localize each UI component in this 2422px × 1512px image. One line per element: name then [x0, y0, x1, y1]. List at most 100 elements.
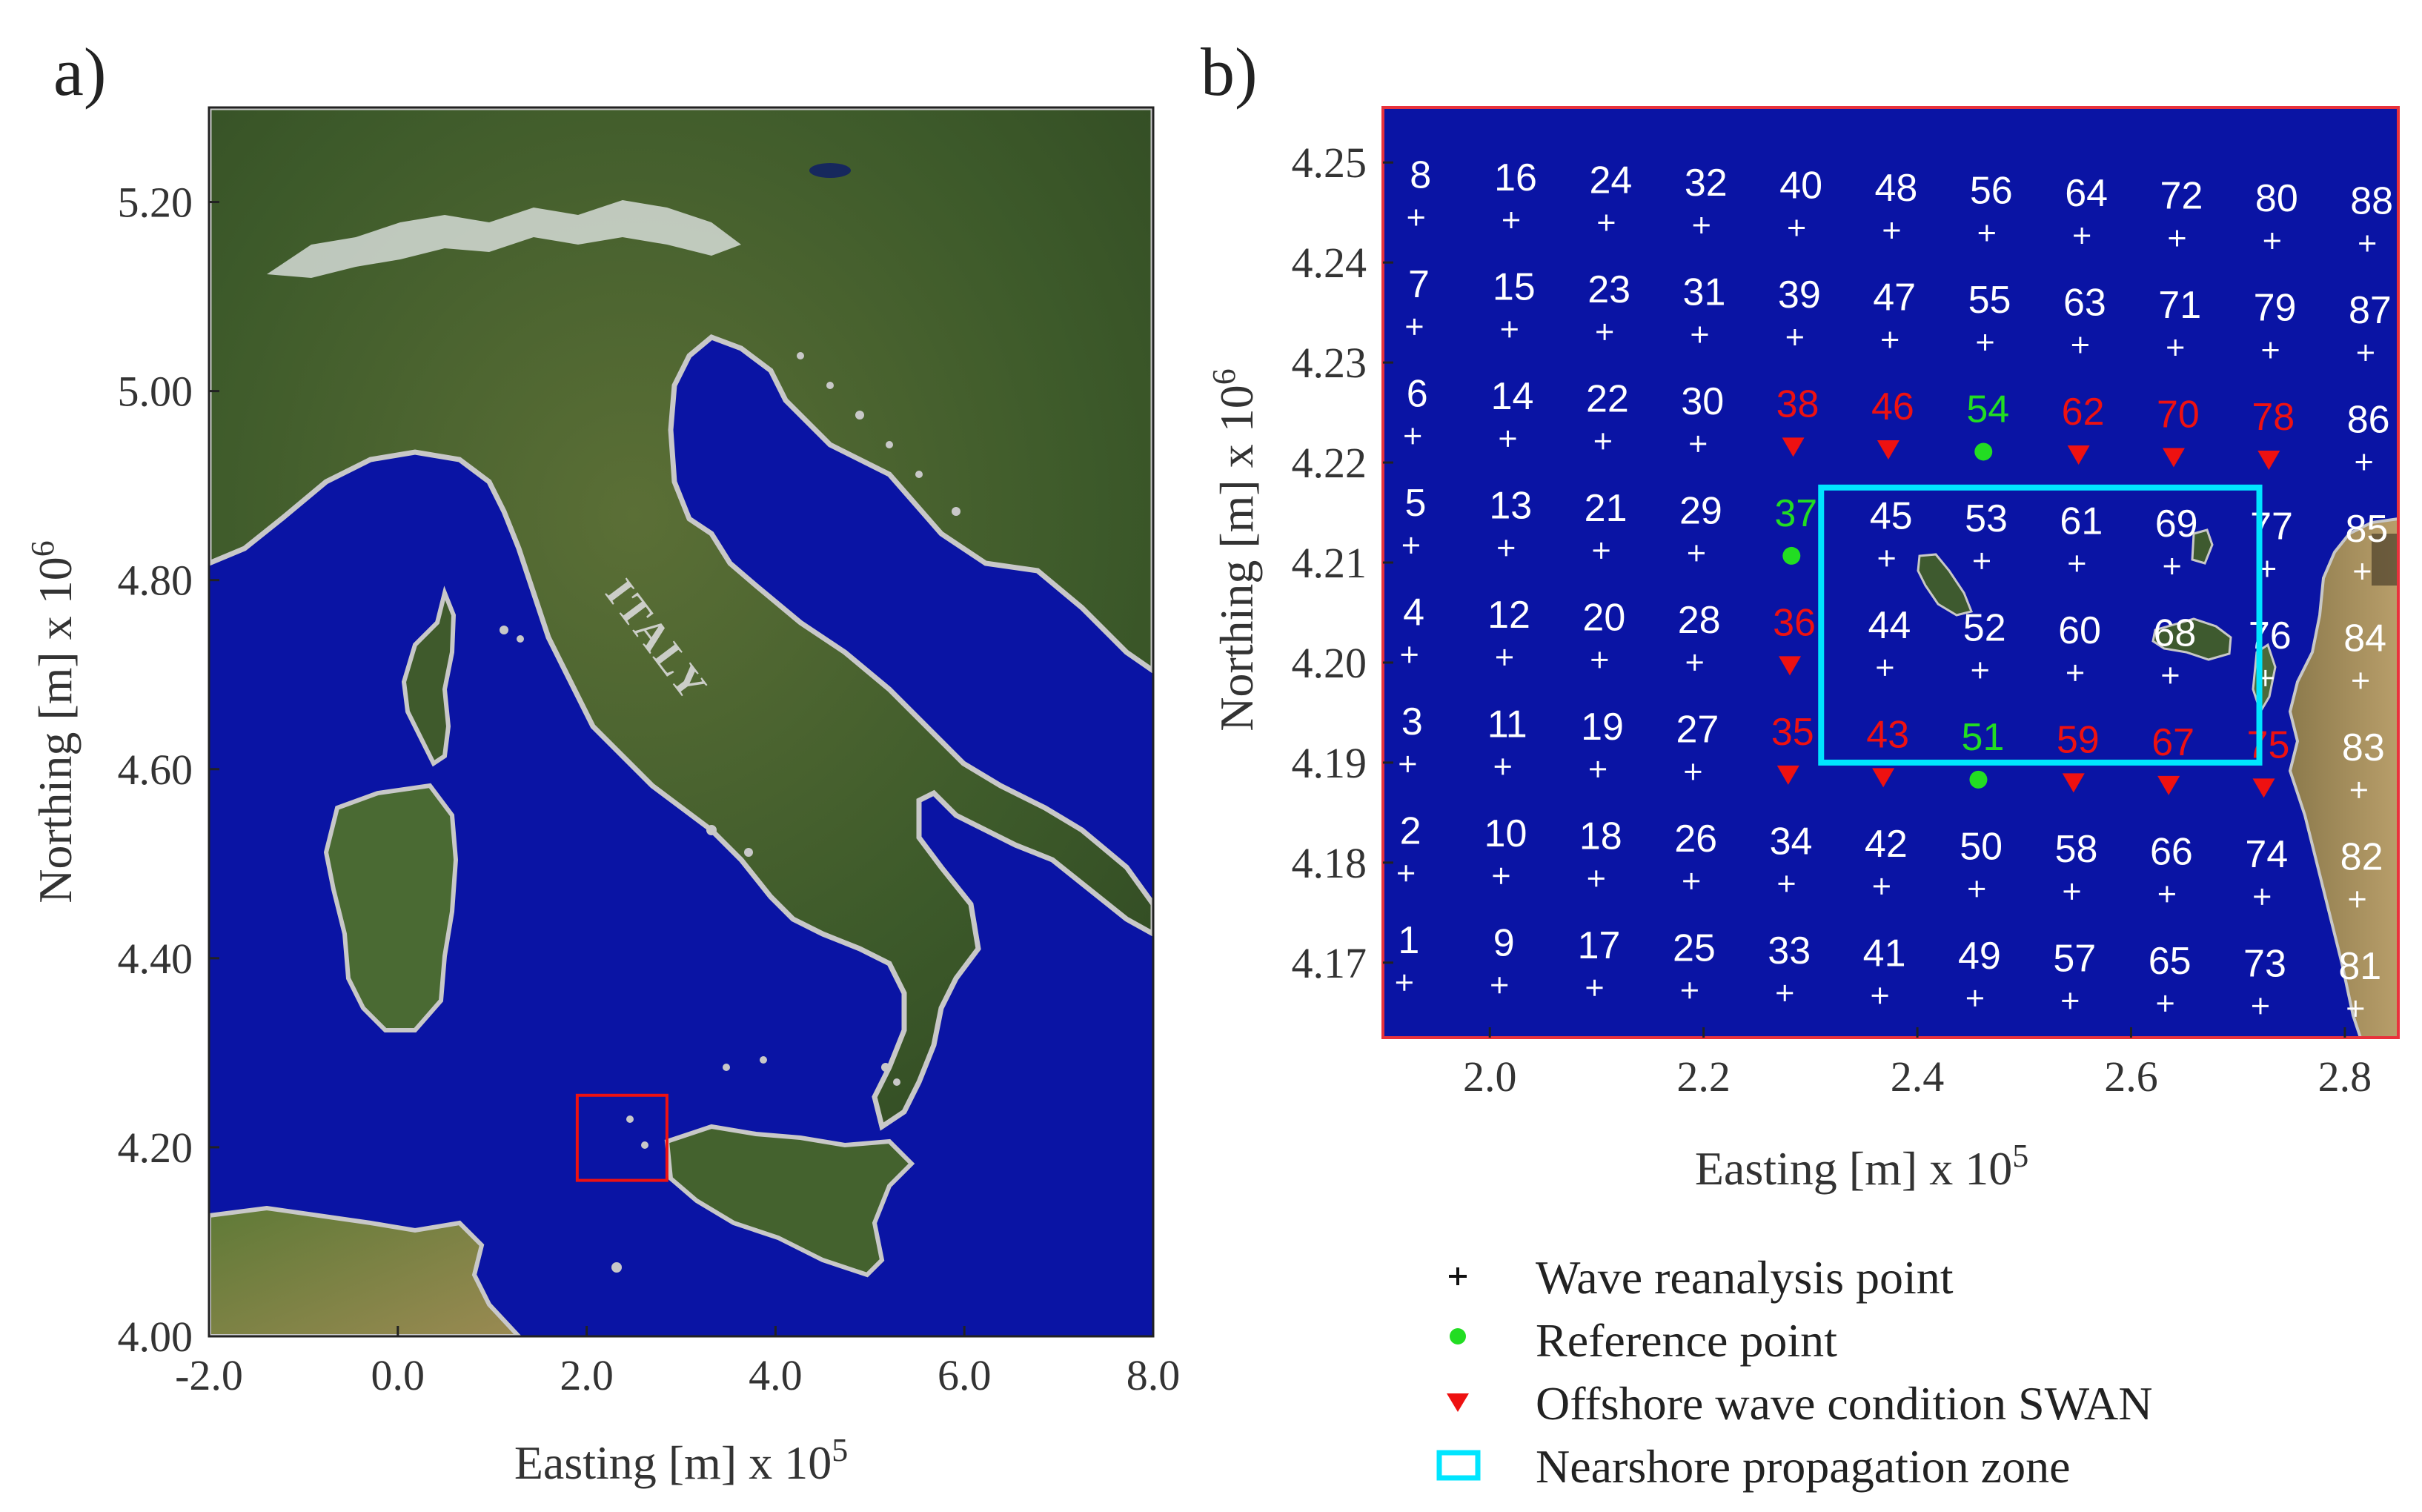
panel-a-xtick-label: -2.0	[175, 1351, 243, 1399]
offshore-point-label: 43	[1866, 713, 1909, 756]
wave-reanalysis-point-label: 60	[2058, 609, 2101, 652]
wave-reanalysis-point-marker	[1501, 321, 1518, 338]
wave-reanalysis-point-label: 73	[2243, 942, 2286, 985]
wave-reanalysis-point-marker	[1496, 649, 1513, 666]
panel-a-tag: a)	[53, 34, 106, 110]
offshore-point-marker	[2252, 778, 2275, 798]
wave-reanalysis-point-marker	[2062, 992, 2079, 1009]
wave-reanalysis-point-marker	[1596, 323, 1613, 340]
wave-reanalysis-point-marker	[1493, 867, 1510, 884]
wave-reanalysis-point-marker	[2352, 672, 2369, 689]
wave-reanalysis-point-label: 12	[1487, 594, 1530, 637]
wave-reanalysis-point-marker	[1788, 219, 1805, 236]
wave-reanalysis-point-label: 6	[1407, 372, 1428, 415]
wave-reanalysis-point-marker	[2355, 454, 2372, 471]
wave-reanalysis-point-label: 17	[1578, 924, 1621, 967]
offshore-point-label: 70	[2157, 393, 2200, 436]
wave-reanalysis-point-marker	[1402, 537, 1419, 554]
wave-reanalysis-point-marker	[1587, 870, 1605, 887]
panel-a-xlabel: Easting [m] x 105	[514, 1432, 848, 1489]
reference-point-label: 51	[1962, 716, 2005, 759]
sicily-dark-patch	[2372, 534, 2398, 586]
legend-triangle-marker	[1447, 1393, 1469, 1412]
wave-reanalysis-point-marker	[1786, 328, 1803, 345]
reference-point-marker	[1969, 770, 1988, 789]
wave-reanalysis-point-label: 72	[2160, 175, 2203, 218]
wave-reanalysis-point-label: 27	[1676, 708, 1719, 751]
panel-b-ytick-label: 4.25	[1292, 139, 1367, 187]
wave-reanalysis-point-label: 71	[2158, 284, 2201, 327]
offshore-point-marker	[2067, 445, 2090, 465]
wave-reanalysis-point-marker	[2163, 557, 2180, 574]
wave-reanalysis-point-label: 40	[1779, 164, 1822, 207]
wave-reanalysis-point-label: 11	[1487, 703, 1527, 746]
wave-reanalysis-point-label: 28	[1678, 599, 1721, 642]
wave-reanalysis-point-marker	[2063, 883, 2080, 900]
wave-reanalysis-point-label: 26	[1674, 818, 1717, 861]
panel-a-map: ITALY	[209, 107, 1153, 1336]
legend-label-nearshore: Nearshore propagation zone	[1536, 1440, 2070, 1493]
wave-reanalysis-point-marker	[2252, 998, 2269, 1015]
reference-point-marker	[1782, 546, 1801, 565]
wave-reanalysis-point-label: 56	[1970, 169, 2013, 212]
wave-reanalysis-point-marker	[1971, 662, 1988, 679]
wave-reanalysis-point-marker	[1398, 865, 1415, 882]
wave-reanalysis-point-marker	[1591, 651, 1608, 669]
offshore-point-marker	[1779, 656, 1802, 676]
panel-b-xtick-label: 2.8	[2318, 1052, 2372, 1101]
wave-reanalysis-point-marker	[1404, 428, 1421, 445]
wave-reanalysis-point-marker	[1498, 540, 1515, 557]
legend-label-wave-reanalysis: Wave reanalysis point	[1536, 1251, 1954, 1304]
wave-reanalysis-point-label: 39	[1778, 273, 1821, 316]
panel-a-xtick-label: 6.0	[938, 1351, 992, 1399]
panel-b-xlabel: Easting [m] x 105	[1695, 1138, 2028, 1195]
wave-reanalysis-point-label: 41	[1863, 932, 1906, 975]
panel-a-ytick-label: 4.60	[118, 746, 193, 794]
wave-reanalysis-point-label: 85	[2345, 508, 2388, 551]
wave-reanalysis-point-marker	[1499, 430, 1516, 447]
wave-reanalysis-point-label: 87	[2349, 289, 2392, 332]
wave-reanalysis-point-label: 57	[2053, 937, 2096, 980]
wave-reanalysis-point-label: 88	[2350, 180, 2393, 223]
panel-a-xtick-label: 2.0	[560, 1351, 614, 1399]
wave-reanalysis-point-label: 48	[1875, 167, 1918, 210]
wave-reanalysis-point-marker	[1883, 222, 1900, 239]
wave-reanalysis-point-marker	[1590, 760, 1607, 777]
nearshore-propagation-zone	[1818, 484, 2263, 766]
wave-reanalysis-point-marker	[1693, 216, 1710, 233]
wave-reanalysis-point-label: 14	[1491, 375, 1534, 418]
wave-reanalysis-point-marker	[2359, 235, 2376, 252]
wave-reanalysis-point-label: 4	[1403, 591, 1424, 634]
legend-square-marker	[1436, 1450, 1481, 1481]
wave-reanalysis-point-marker	[2169, 230, 2186, 247]
wave-reanalysis-point-label: 50	[1960, 825, 2003, 868]
sicily-west-coast	[2288, 517, 2398, 1038]
wave-reanalysis-point-marker	[2158, 886, 2175, 903]
wave-reanalysis-point-label: 45	[1870, 494, 1913, 537]
wave-reanalysis-point-marker	[2068, 555, 2086, 572]
offshore-point-label: 75	[2247, 723, 2290, 766]
wave-reanalysis-point-label: 32	[1685, 162, 1728, 205]
legend-dot-marker	[1450, 1328, 1466, 1344]
lake	[809, 163, 851, 178]
wave-reanalysis-point-marker	[2071, 336, 2088, 354]
panel-b-ytick-label: 4.23	[1292, 339, 1367, 387]
panel-b-xtick-label: 2.0	[1463, 1052, 1517, 1101]
wave-reanalysis-point-label: 5	[1404, 482, 1426, 525]
wave-reanalysis-point-marker	[1977, 334, 1994, 351]
reference-point-label: 37	[1774, 492, 1817, 535]
wave-reanalysis-point-marker	[1683, 872, 1700, 889]
offshore-point-marker	[1776, 765, 1799, 785]
wave-reanalysis-point-marker	[1593, 542, 1610, 559]
panel-b-sea	[1383, 107, 2398, 1038]
panel-b-ytick-label: 4.19	[1292, 739, 1367, 787]
wave-reanalysis-point-marker	[1778, 875, 1795, 892]
panel-a-ytick-label: 4.20	[118, 1124, 193, 1172]
wave-reanalysis-point-label: 9	[1493, 921, 1515, 964]
panel-a-ytick-label: 4.40	[118, 935, 193, 983]
wave-reanalysis-point-marker	[1978, 225, 1995, 242]
offshore-point-marker	[1782, 437, 1805, 457]
panel-b-ytick-label: 4.18	[1292, 839, 1367, 887]
legend-item-reference: Reference point	[1450, 1314, 1837, 1367]
